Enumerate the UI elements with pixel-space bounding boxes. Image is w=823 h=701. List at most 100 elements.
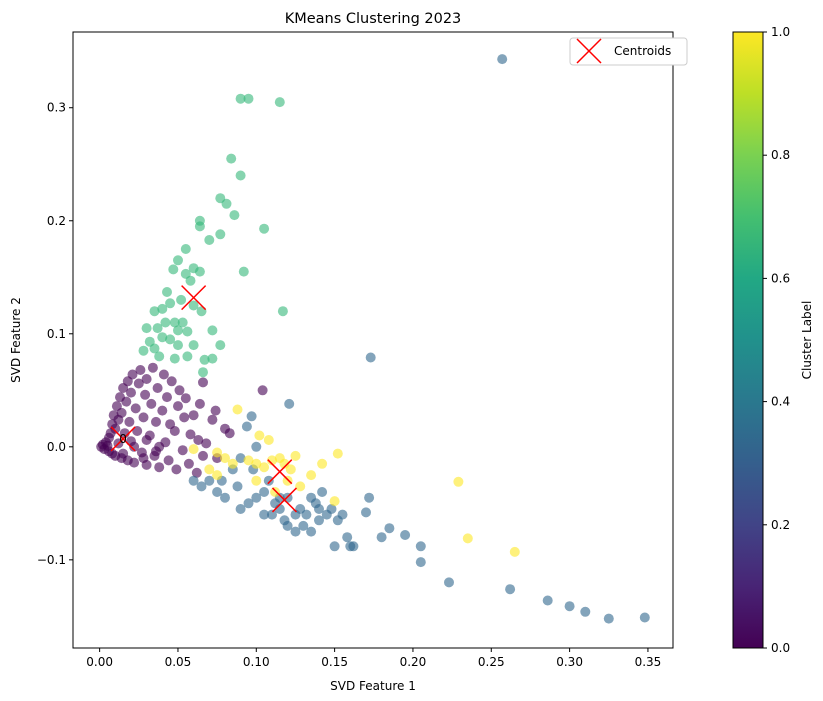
legend-centroid-marker <box>576 38 602 64</box>
data-point-cluster-2 <box>204 235 215 245</box>
data-point-cluster-1 <box>251 441 262 452</box>
data-point-cluster-1 <box>259 487 270 497</box>
data-point-cluster-0 <box>169 426 180 436</box>
data-point-cluster-0 <box>146 398 157 409</box>
data-point-cluster-1 <box>306 526 317 537</box>
x-tick-label: 0.20 <box>400 655 427 669</box>
data-point-cluster-0 <box>124 416 135 427</box>
x-tick-label: 0.10 <box>243 655 270 669</box>
y-tick-label: 0.2 <box>47 214 66 228</box>
data-point-cluster-0 <box>163 455 174 466</box>
data-point-cluster-3 <box>220 453 230 464</box>
annotations: 0 <box>119 432 127 446</box>
x-tick-label: 0.30 <box>556 655 583 669</box>
x-tick-label: 0.00 <box>86 655 113 669</box>
data-point-cluster-2 <box>169 317 180 328</box>
data-point-cluster-2 <box>235 93 246 104</box>
data-point-cluster-2 <box>154 351 165 362</box>
data-point-cluster-2 <box>182 351 193 362</box>
data-point-cluster-3 <box>270 487 281 497</box>
data-point-cluster-0 <box>166 376 177 387</box>
data-point-cluster-3 <box>212 470 223 481</box>
data-point-cluster-0 <box>140 389 151 400</box>
data-point-cluster-1 <box>376 532 387 543</box>
data-point-cluster-3 <box>306 470 317 481</box>
data-point-cluster-1 <box>639 612 650 623</box>
data-point-cluster-3 <box>254 430 265 441</box>
data-point-cluster-1 <box>564 601 575 612</box>
data-point-cluster-2 <box>194 266 205 277</box>
legend: Centroids <box>569 37 688 66</box>
data-point-cluster-1 <box>400 530 411 540</box>
data-point-cluster-1 <box>282 520 293 531</box>
data-point-cluster-1 <box>259 509 270 520</box>
data-point-cluster-0 <box>151 416 161 427</box>
y-tick-label: 0.1 <box>47 327 66 341</box>
data-point-cluster-0 <box>183 458 194 469</box>
data-point-cluster-0 <box>129 457 140 468</box>
data-point-cluster-1 <box>290 526 301 537</box>
data-point-cluster-2 <box>138 345 149 356</box>
data-point-cluster-2 <box>157 332 168 343</box>
data-point-cluster-2 <box>259 223 270 234</box>
data-point-cluster-2 <box>165 298 176 309</box>
data-point-cluster-2 <box>188 300 199 311</box>
data-point-cluster-1 <box>188 475 199 486</box>
data-point-cluster-3 <box>509 546 520 557</box>
data-point-cluster-0 <box>129 441 140 452</box>
data-point-cluster-1 <box>603 613 614 624</box>
data-point-cluster-3 <box>263 435 274 445</box>
data-point-cluster-2 <box>188 340 199 351</box>
data-point-cluster-1 <box>361 507 371 518</box>
data-point-cluster-1 <box>580 606 591 617</box>
data-point-cluster-2 <box>185 275 196 286</box>
data-point-cluster-0 <box>127 369 138 380</box>
data-point-cluster-0 <box>141 374 152 384</box>
data-point-cluster-0 <box>126 387 136 398</box>
data-point-cluster-1 <box>326 504 337 514</box>
data-point-cluster-1 <box>364 492 375 503</box>
data-point-cluster-2 <box>198 367 208 378</box>
data-point-cluster-2 <box>238 266 249 277</box>
centroid-marker <box>110 426 136 452</box>
colorbar-tick-label: 0.0 <box>771 641 790 655</box>
centroid-marker <box>267 459 293 485</box>
data-point-cluster-1 <box>267 509 277 520</box>
y-tick-label: 0.0 <box>47 440 66 454</box>
x-tick-label: 0.25 <box>478 655 505 669</box>
x-tick-label: 0.35 <box>635 655 662 669</box>
legend-box <box>569 37 688 66</box>
data-point-cluster-0 <box>171 464 182 475</box>
data-point-cluster-3 <box>462 533 473 544</box>
data-point-cluster-2 <box>173 325 183 336</box>
data-point-cluster-1 <box>365 352 376 363</box>
data-point-cluster-3 <box>329 496 340 507</box>
chart-title: KMeans Clustering 2023 <box>285 11 462 27</box>
data-point-cluster-1 <box>298 520 309 531</box>
plot-area: 0 <box>72 31 674 649</box>
data-point-cluster-1 <box>241 421 252 432</box>
data-point-cluster-0 <box>135 365 146 375</box>
legend-label-centroids: Centroids <box>614 44 671 58</box>
data-point-cluster-2 <box>165 334 176 345</box>
data-point-cluster-0 <box>138 453 149 464</box>
data-point-cluster-0 <box>118 448 129 459</box>
data-point-cluster-1 <box>542 595 553 606</box>
data-point-cluster-0 <box>132 426 143 436</box>
data-point-cluster-0 <box>158 369 169 380</box>
data-point-cluster-1 <box>342 532 353 543</box>
data-point-cluster-3 <box>317 458 328 469</box>
data-point-cluster-2 <box>169 353 180 364</box>
data-point-cluster-2 <box>229 210 240 221</box>
data-point-cluster-3 <box>232 404 243 415</box>
data-point-cluster-3 <box>204 464 215 475</box>
data-point-cluster-3 <box>282 475 293 486</box>
data-point-cluster-1 <box>329 541 340 552</box>
data-point-cluster-1 <box>284 398 295 409</box>
data-point-cluster-1 <box>212 487 223 497</box>
data-point-cluster-3 <box>259 462 270 473</box>
data-point-cluster-1 <box>444 577 454 588</box>
data-point-cluster-0 <box>198 377 208 388</box>
data-point-cluster-3 <box>251 458 262 469</box>
data-point-cluster-0 <box>193 435 204 445</box>
